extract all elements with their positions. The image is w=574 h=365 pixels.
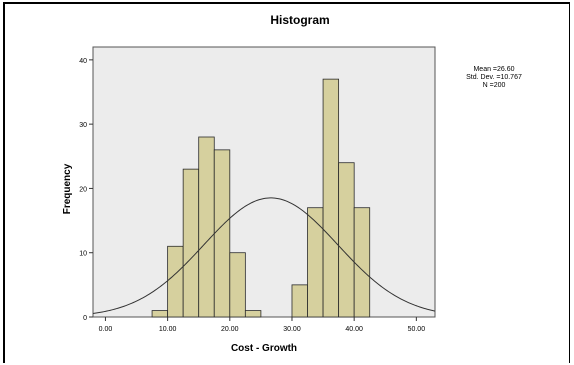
x-tick-label: 10.00 xyxy=(159,326,177,333)
y-tick-label: 0 xyxy=(83,315,87,322)
histogram-bar xyxy=(322,78,340,318)
stats-std-dev: Std. Dev. =10.767 xyxy=(466,74,522,81)
x-tick-label: 0.00 xyxy=(99,326,113,333)
y-axis-label: Frequency xyxy=(62,163,73,214)
histogram-bar xyxy=(244,310,262,318)
y-tick-label: 10 xyxy=(79,251,87,258)
y-tick-label: 40 xyxy=(79,58,87,65)
histogram-bar xyxy=(353,207,371,318)
histogram-bars xyxy=(151,78,371,318)
stats-box: Mean =26.60 Std. Dev. =10.767 N =200 xyxy=(466,66,522,89)
plot-area xyxy=(92,46,436,318)
normal-curve xyxy=(92,197,436,314)
histogram-bar xyxy=(213,149,231,318)
histogram-bar xyxy=(307,207,324,318)
histogram-bar xyxy=(167,245,184,318)
x-tick-label: 20.00 xyxy=(221,326,239,333)
x-tick-label: 50.00 xyxy=(408,326,426,333)
histogram-bar xyxy=(338,162,355,318)
stats-n: N =200 xyxy=(483,82,506,89)
histogram-bar xyxy=(229,252,246,318)
y-tick-label: 30 xyxy=(79,122,87,129)
histogram-bar xyxy=(151,310,169,318)
axes: 0 10 20 30 40 0.00 10.00 20.00 30.00 40.00 50.00 xyxy=(79,58,425,333)
x-axis-label: Cost - Growth xyxy=(231,343,297,354)
x-tick-label: 30.00 xyxy=(283,326,301,333)
x-tick-label: 40.00 xyxy=(345,326,363,333)
histogram-bar xyxy=(182,168,200,318)
chart-title: Histogram xyxy=(270,13,329,27)
y-tick-label: 20 xyxy=(79,186,87,193)
histogram-bar xyxy=(291,284,308,318)
stats-mean: Mean =26.60 xyxy=(473,66,514,73)
histogram-bar xyxy=(198,136,215,318)
